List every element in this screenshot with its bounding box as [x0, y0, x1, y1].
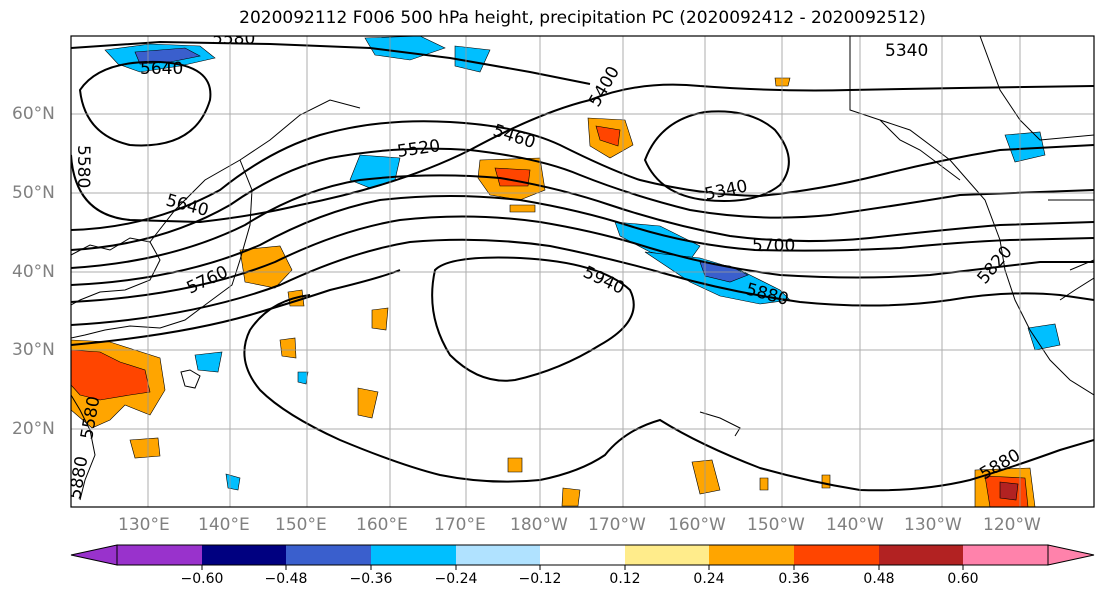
height-contour — [71, 147, 1094, 251]
map-title: 2020092112 F006 500 hPa height, precipit… — [239, 8, 926, 28]
lon-label: 160°E — [356, 515, 408, 535]
contour-label: 5340 — [885, 41, 928, 61]
colorbar-outline — [116, 544, 1049, 566]
precip-area — [999, 481, 1019, 501]
colorbar-segment — [794, 545, 879, 565]
coastline — [879, 119, 961, 181]
contour-label: 5640 — [164, 191, 211, 222]
height-contour — [78, 60, 212, 147]
precip-area — [71, 349, 151, 401]
colorbar-tick-label: −0.24 — [434, 571, 478, 587]
lon-label: 160°W — [668, 515, 726, 535]
colorbar-tick-label: 0.24 — [693, 571, 725, 587]
lon-label: 140°E — [198, 515, 250, 535]
height-contour — [71, 215, 1094, 303]
lat-label: 60°N — [12, 104, 55, 124]
colorbar-segment — [117, 545, 202, 565]
contour-label: 5520 — [396, 136, 442, 162]
lon-label: 170°E — [434, 515, 486, 535]
lon-label: 150°E — [275, 515, 327, 535]
colorbar-segment — [625, 545, 709, 565]
lon-label: 170°W — [588, 515, 646, 535]
precip-area — [371, 307, 389, 331]
precip-area — [507, 457, 523, 473]
precip-area — [1004, 131, 1046, 163]
contour-label: 5880 — [744, 280, 791, 311]
gridlines — [71, 36, 1094, 507]
colorbar-segment — [963, 545, 1048, 565]
precip-area — [279, 337, 297, 359]
precip-area — [561, 487, 581, 507]
precip-area — [239, 245, 293, 289]
contour-label: 5940 — [580, 262, 628, 298]
colorbar-segment — [540, 545, 625, 565]
height-contour — [71, 174, 1094, 269]
lat-label: 20°N — [12, 419, 55, 439]
colorbar-tick-label: 0.48 — [863, 571, 895, 587]
colorbar-min-extension — [70, 544, 118, 566]
height-contour — [431, 256, 635, 382]
height-contour — [643, 110, 790, 202]
coastline — [71, 159, 253, 339]
contour-label: 5400 — [585, 63, 624, 110]
lat-label: 50°N — [12, 183, 55, 203]
precipitation-shading — [71, 36, 1061, 507]
contour-label: 5700 — [752, 236, 795, 256]
colorbar-max-extension — [1047, 544, 1095, 566]
colorbar-tick-label: 0.60 — [947, 571, 979, 587]
colorbar-segment — [202, 545, 286, 565]
precip-area — [759, 477, 769, 491]
colorbar-tick-label: −0.36 — [349, 571, 393, 587]
colorbar-tick-label: −0.48 — [264, 571, 308, 587]
colorbar-tick-label: 0.12 — [609, 571, 641, 587]
lon-label: 180°W — [510, 515, 568, 535]
colorbar-tick-label: 0.36 — [778, 571, 810, 587]
colorbar-segment — [286, 545, 371, 565]
lat-label: 30°N — [12, 340, 55, 360]
lon-label: 140°W — [826, 515, 884, 535]
coastline — [699, 411, 741, 437]
precip-area — [357, 387, 379, 419]
colorbar-segment — [371, 545, 456, 565]
contour-label: 5460 — [490, 121, 537, 153]
lon-label: 150°W — [747, 515, 805, 535]
height-contour — [71, 195, 1094, 286]
height-contours — [71, 40, 1094, 492]
coastline — [149, 99, 361, 243]
height-contour — [243, 294, 1094, 492]
lon-label: 130°W — [904, 515, 962, 535]
contour-label: 5640 — [140, 59, 183, 79]
height-contour — [71, 40, 591, 85]
colorbar-segment — [709, 545, 794, 565]
colorbar-segment — [879, 545, 963, 565]
lon-label: 130°E — [118, 515, 170, 535]
precip-area — [194, 351, 223, 373]
precip-area — [821, 474, 831, 489]
precip-area — [225, 473, 241, 491]
colorbar-tick-label: −0.60 — [180, 571, 224, 587]
coastline — [180, 369, 201, 389]
precip-area — [509, 204, 536, 213]
contour-label: 5580 — [73, 145, 93, 188]
lon-label: 120°W — [983, 515, 1041, 535]
precip-area — [1027, 323, 1061, 351]
precip-area — [691, 459, 721, 495]
height-contour — [71, 120, 1094, 231]
contour-label: 5580 — [212, 29, 255, 49]
colorbar-segment — [456, 545, 540, 565]
height-contour — [71, 238, 1094, 326]
colorbar — [70, 544, 1095, 570]
coastline — [71, 394, 96, 501]
precip-area — [595, 125, 621, 147]
map-frame — [70, 35, 1095, 508]
colorbar-tick-label: −0.12 — [518, 571, 562, 587]
contour-label: 5880 — [65, 455, 92, 501]
precip-area — [297, 371, 309, 385]
coastline — [71, 237, 161, 306]
precip-area — [129, 437, 161, 459]
lat-label: 40°N — [12, 262, 55, 282]
precip-area — [349, 154, 401, 189]
